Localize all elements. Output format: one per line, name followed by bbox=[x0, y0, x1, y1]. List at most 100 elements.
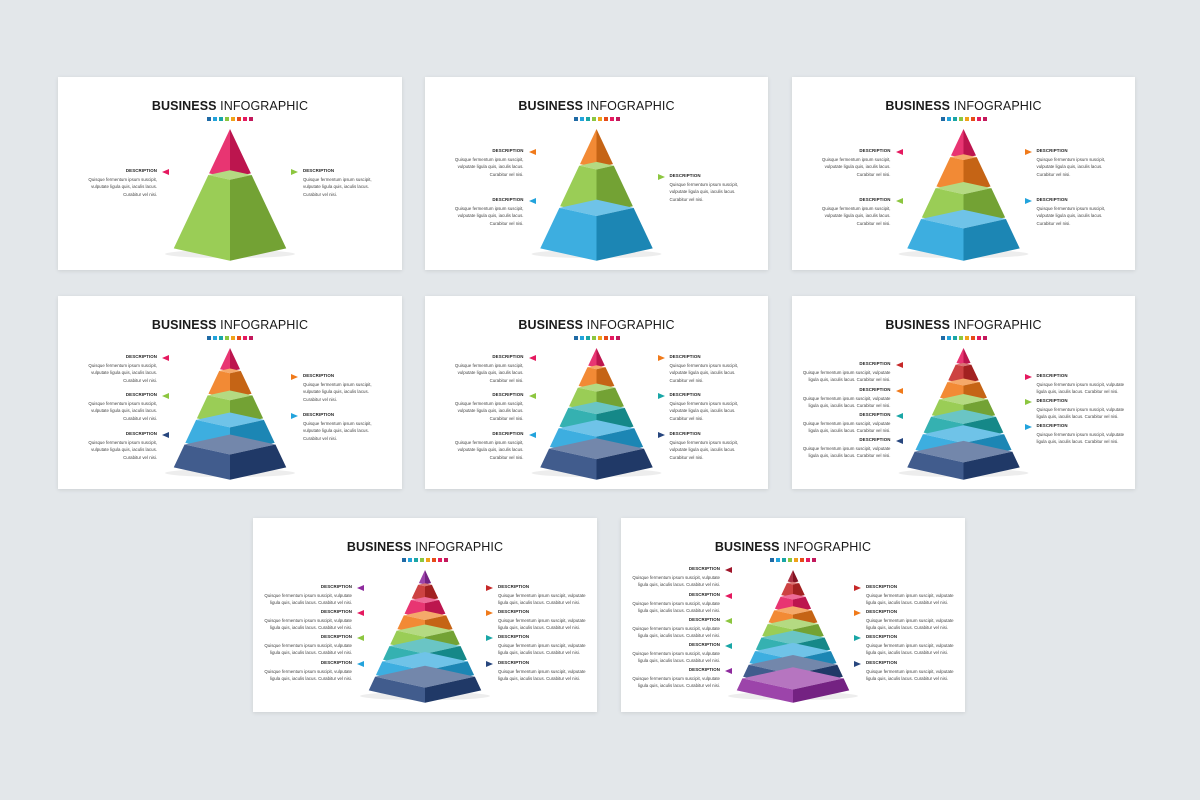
description-text: ligula quis, iaculis lacus. Curabitur ve… bbox=[270, 600, 352, 606]
slide-title: BUSINESS INFOGRAPHIC bbox=[792, 99, 1135, 113]
pyramid-diagram bbox=[531, 348, 662, 480]
description-heading: DESCRIPTION bbox=[125, 392, 157, 397]
description-block: DESCRIPTION Quisque fermentum ipsum susci… bbox=[432, 430, 524, 461]
description-text: Quisque fermentum ipsum suscipit, vulput… bbox=[264, 617, 352, 623]
description-text: Quisque fermentum ipsum suscipit, bbox=[454, 362, 524, 368]
color-dot bbox=[812, 558, 816, 562]
color-dot bbox=[591, 336, 596, 340]
title-bold: BUSINESS bbox=[151, 318, 217, 332]
description-block: DESCRIPTION Quisque fermentum ipsum susci… bbox=[303, 167, 395, 198]
description-heading: DESCRIPTION bbox=[859, 361, 891, 366]
color-dot bbox=[591, 117, 596, 121]
marker-right-arrow bbox=[854, 610, 861, 616]
description-text: Quisque fermentum ipsum suscipit, vulput… bbox=[802, 369, 891, 375]
description-block: DESCRIPTION Quisque fermentum ipsum susci… bbox=[621, 565, 720, 589]
marker-right-arrow bbox=[1024, 424, 1032, 430]
description-text: Quisque fermentum ipsum suscipit, vulput… bbox=[498, 592, 586, 598]
color-dot bbox=[231, 336, 235, 340]
description-text: Quisque fermentum ipsum suscipit, bbox=[88, 362, 157, 368]
description-text: Quisque fermentum ipsum suscipit, bbox=[454, 400, 524, 406]
color-dot bbox=[615, 117, 620, 121]
description-text: vulputate ligula quis, iaculis lacus. bbox=[1036, 164, 1103, 170]
color-dot bbox=[976, 336, 981, 340]
slide-2[interactable]: BUSINESS INFOGRAPHIC DESCRIPTION Quisque f… bbox=[425, 77, 768, 270]
description-text: ligula quis, iaculis lacus. Curabitur ve… bbox=[638, 658, 720, 664]
description-heading: DESCRIPTION bbox=[492, 354, 524, 359]
color-dot bbox=[237, 336, 241, 340]
description-text: Quisque fermentum ipsum suscipit, vulput… bbox=[1036, 381, 1125, 387]
description-text: ligula quis, iaculis lacus. Curabitur ve… bbox=[638, 683, 720, 689]
marker-right-arrow bbox=[1024, 374, 1032, 380]
description-text: ligula quis, iaculis lacus. Curabitur ve… bbox=[498, 676, 580, 682]
slide-3[interactable]: BUSINESS INFOGRAPHIC DESCRIPTION Quisque f… bbox=[792, 77, 1135, 270]
slide-title: BUSINESS INFOGRAPHIC bbox=[253, 540, 597, 554]
pyramid-layer-1 bbox=[579, 129, 614, 168]
description-block: DESCRIPTION Quisque fermentum ipsum susci… bbox=[792, 411, 891, 435]
description-text: Curabitur vel nisi. bbox=[303, 396, 337, 402]
slide-5[interactable]: BUSINESS INFOGRAPHIC DESCRIPTION Quisque f… bbox=[425, 296, 768, 489]
description-block: DESCRIPTION Quisque fermentum ipsum susci… bbox=[303, 372, 395, 403]
description-heading: DESCRIPTION bbox=[125, 431, 157, 436]
slide-8[interactable]: BUSINESS INFOGRAPHIC DESCRIPTION Quisque f… bbox=[621, 518, 965, 712]
pyramid-diagram bbox=[898, 348, 1029, 480]
description-text: Quisque fermentum ipsum suscipit, bbox=[669, 181, 739, 187]
description-text: vulputate ligula quis, iaculis lacus. bbox=[303, 184, 369, 190]
marker-right-arrow bbox=[854, 585, 861, 591]
slide-title: BUSINESS INFOGRAPHIC bbox=[425, 318, 768, 332]
description-block: DESCRIPTION Quisque fermentum ipsum susci… bbox=[253, 633, 352, 657]
description-block: DESCRIPTION Quisque fermentum ipsum susci… bbox=[498, 608, 597, 632]
title-color-dots bbox=[58, 336, 402, 340]
description-text: Quisque fermentum ipsum suscipit, bbox=[303, 176, 372, 182]
description-heading: DESCRIPTION bbox=[669, 354, 701, 359]
description-heading: DESCRIPTION bbox=[492, 148, 524, 153]
marker-left-arrow bbox=[725, 618, 732, 624]
description-text: Curabitur vel nisi. bbox=[303, 435, 337, 441]
description-text: Quisque fermentum ipsum suscipit, vulput… bbox=[632, 574, 720, 580]
pyramid-diagram bbox=[165, 348, 295, 480]
description-text: Quisque fermentum ipsum suscipit, vulput… bbox=[866, 642, 954, 648]
description-text: vulputate ligula quis, iaculis lacus. bbox=[91, 408, 157, 414]
description-text: Quisque fermentum ipsum suscipit, bbox=[1036, 156, 1106, 162]
marker-right-arrow bbox=[854, 661, 861, 667]
description-block: DESCRIPTION Quisque fermentum ipsum susci… bbox=[670, 353, 762, 384]
description-heading: DESCRIPTION bbox=[498, 584, 530, 589]
description-text: Curabitur vel nisi. bbox=[856, 220, 891, 226]
description-text: vulputate ligula quis, iaculis lacus. bbox=[1036, 213, 1103, 219]
description-text: Curabitur vel nisi. bbox=[123, 454, 157, 460]
marker-right-arrow bbox=[291, 374, 298, 380]
description-heading: DESCRIPTION bbox=[859, 437, 891, 442]
slide-4[interactable]: BUSINESS INFOGRAPHIC DESCRIPTION Quisque f… bbox=[58, 296, 402, 489]
slide-1[interactable]: BUSINESS INFOGRAPHIC DESCRIPTION Quisque f… bbox=[58, 77, 402, 270]
description-text: Quisque fermentum ipsum suscipit, vulput… bbox=[498, 642, 586, 648]
description-text: Curabitur vel nisi. bbox=[489, 454, 524, 460]
description-text: Quisque fermentum ipsum suscipit, bbox=[669, 400, 739, 406]
description-text: Curabitur vel nisi. bbox=[123, 191, 157, 197]
description-block: DESCRIPTION Quisque fermentum ipsum susci… bbox=[65, 391, 157, 422]
pyramid-layer-7 bbox=[907, 440, 1020, 480]
description-block: DESCRIPTION Quisque fermentum ipsum susci… bbox=[432, 147, 524, 178]
color-dot bbox=[249, 117, 253, 121]
description-text: ligula quis, iaculis lacus. Curabitur ve… bbox=[808, 403, 891, 409]
color-dot bbox=[237, 117, 241, 121]
slide-6[interactable]: BUSINESS INFOGRAPHIC DESCRIPTION Quisque f… bbox=[792, 296, 1135, 489]
description-heading: DESCRIPTION bbox=[1036, 373, 1068, 378]
color-dot bbox=[225, 117, 229, 121]
slide-7[interactable]: BUSINESS INFOGRAPHIC DESCRIPTION Quisque f… bbox=[253, 518, 597, 712]
color-dot bbox=[579, 117, 584, 121]
marker-right-arrow bbox=[1024, 399, 1032, 405]
description-text: Quisque fermentum ipsum suscipit, vulput… bbox=[498, 668, 586, 674]
pyramid-layer-1 bbox=[209, 129, 251, 178]
color-dot bbox=[585, 336, 590, 340]
pyramid-diagram bbox=[165, 129, 295, 261]
color-dot bbox=[213, 117, 217, 121]
description-block: DESCRIPTION Quisque fermentum ipsum susci… bbox=[1037, 196, 1129, 227]
description-text: Curabitur vel nisi. bbox=[489, 220, 524, 226]
marker-left-arrow bbox=[162, 169, 169, 175]
description-text: Quisque fermentum ipsum suscipit, vulput… bbox=[498, 617, 586, 623]
marker-left-arrow bbox=[162, 393, 169, 399]
color-dot bbox=[207, 336, 211, 340]
description-text: Quisque fermentum ipsum suscipit, bbox=[454, 205, 524, 211]
title-color-dots bbox=[621, 558, 965, 562]
marker-left-arrow bbox=[357, 635, 364, 641]
description-text: Quisque fermentum ipsum suscipit, bbox=[88, 439, 157, 445]
